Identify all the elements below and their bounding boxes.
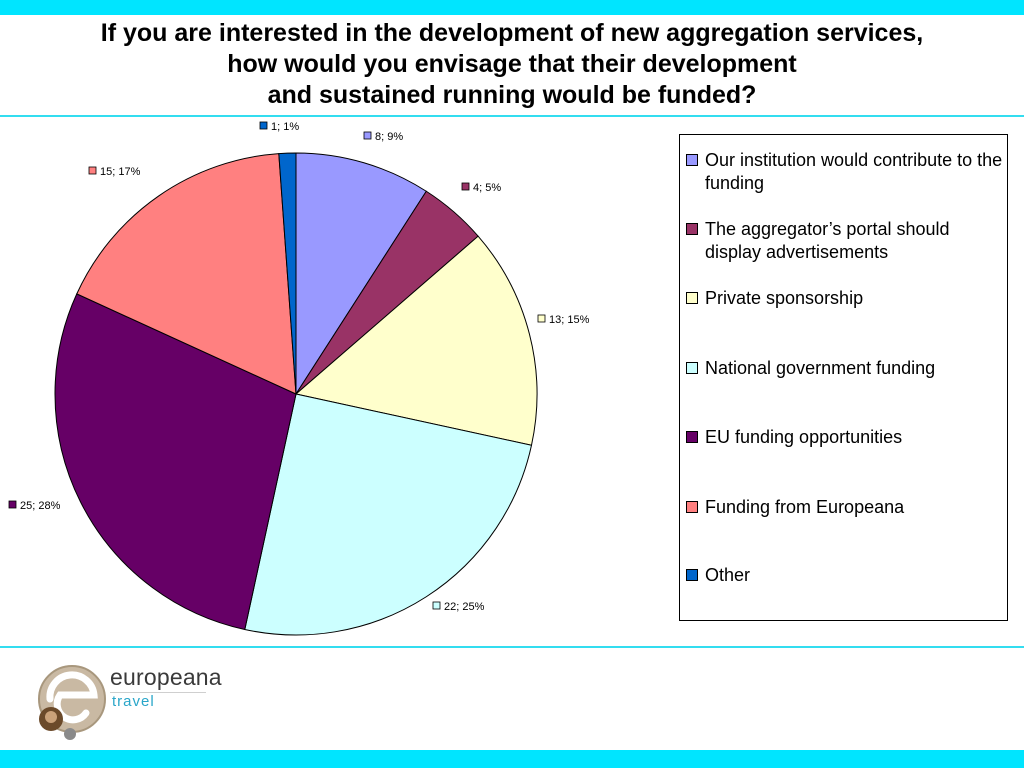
chart-legend: Our institution would contribute to the …: [679, 134, 1008, 621]
legend-item-advertisements: The aggregator’s portal should display a…: [686, 218, 1006, 264]
bottom-accent-bar: [0, 750, 1024, 768]
slice-data-label: 8; 9%: [363, 131, 403, 143]
label-text: 4; 5%: [473, 182, 501, 194]
legend-item-other: Other: [686, 564, 1006, 587]
legend-swatch: [686, 501, 698, 513]
logo-subtitle: travel: [112, 693, 155, 710]
pie-chart: 8; 9% 4; 5% 13; 15% 22; 25% 25; 28% 15; 17% 1;…: [8, 121, 590, 636]
pie-slice: [295, 152, 427, 396]
title-line-1: If you are interested in the development…: [100, 19, 924, 47]
legend-label: EU funding opportunities: [705, 427, 903, 447]
label-swatch: [461, 182, 470, 191]
pie-slice: [54, 293, 297, 631]
legend-label: Other: [705, 565, 751, 585]
legend-swatch: [686, 569, 698, 581]
pie-slice: [278, 152, 297, 395]
label-text: 8; 9%: [375, 131, 403, 143]
label-swatch: [88, 166, 97, 175]
legend-label: National government funding: [705, 358, 936, 378]
europeana-logo-icon: [38, 665, 106, 740]
legend-label: Our institution would contribute to the …: [705, 150, 1003, 193]
label-swatch: [432, 601, 441, 610]
legend-swatch: [686, 223, 698, 235]
pie-slice: [244, 393, 533, 636]
legend-item-europeana-funding: Funding from Europeana: [686, 496, 1006, 519]
label-text: 13; 15%: [549, 314, 590, 326]
footer-divider: [0, 646, 1024, 648]
slice-data-label: 15; 17%: [88, 166, 141, 178]
legend-swatch: [686, 362, 698, 374]
label-swatch: [8, 500, 17, 509]
label-text: 22; 25%: [444, 601, 485, 613]
label-text: 1; 1%: [271, 121, 299, 133]
logo-divider: [110, 692, 206, 693]
title-divider: [0, 115, 1024, 117]
label-swatch: [259, 121, 268, 130]
slide-title: If you are interested in the development…: [12, 18, 1012, 111]
label-swatch: [363, 131, 372, 140]
pie-slice: [294, 235, 538, 446]
slice-data-label: 25; 28%: [8, 500, 61, 512]
slice-data-label: 1; 1%: [259, 121, 299, 133]
label-text: 15; 17%: [100, 166, 141, 178]
legend-swatch: [686, 431, 698, 443]
legend-label: Funding from Europeana: [705, 497, 905, 517]
slice-data-label: 4; 5%: [461, 182, 501, 194]
top-accent-bar: [0, 0, 1024, 15]
legend-swatch: [686, 292, 698, 304]
title-line-2: how would you envisage that their develo…: [227, 50, 797, 78]
legend-label: Private sponsorship: [705, 288, 864, 308]
pie-slice: [76, 153, 297, 395]
title-line-3: and sustained running would be funded?: [267, 81, 757, 109]
slice-data-label: 22; 25%: [432, 601, 485, 613]
label-swatch: [537, 314, 546, 323]
legend-item-eu-funding: EU funding opportunities: [686, 426, 1006, 449]
label-text: 25; 28%: [20, 500, 61, 512]
legend-item-private-sponsorship: Private sponsorship: [686, 287, 1006, 310]
legend-label: The aggregator’s portal should display a…: [705, 219, 950, 262]
legend-swatch: [686, 154, 698, 166]
legend-item-institution: Our institution would contribute to the …: [686, 149, 1006, 195]
legend-item-national-government: National government funding: [686, 357, 1006, 380]
logo-wordmark: europeana: [110, 664, 222, 690]
slice-data-label: 13; 15%: [537, 314, 590, 326]
